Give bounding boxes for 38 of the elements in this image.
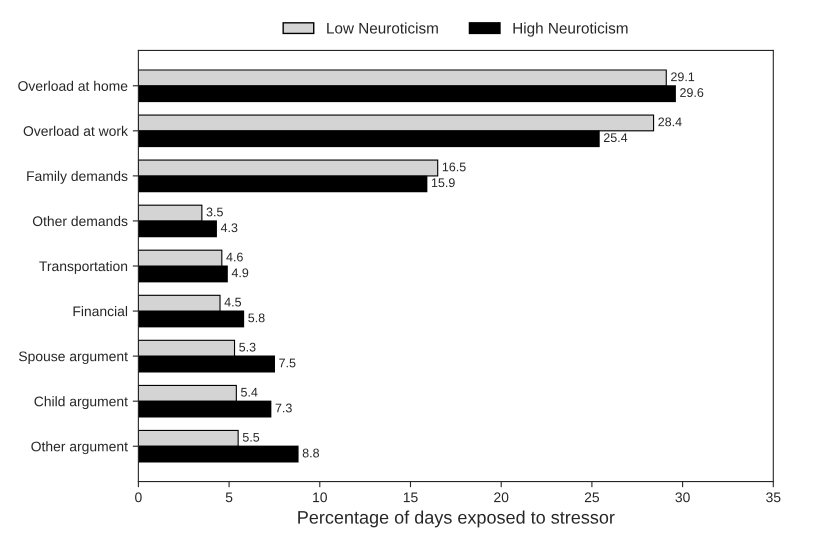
data-label: 4.3 <box>220 223 238 232</box>
x-tick-label: 35 <box>766 492 780 502</box>
y-tick-label: Child argument <box>34 396 128 410</box>
data-label: 28.4 <box>658 117 682 126</box>
y-tick-label: Financial <box>74 306 128 316</box>
data-label: 4.5 <box>224 298 242 307</box>
x-axis-title: Percentage of days exposed to stressor <box>298 510 615 528</box>
data-label: 29.6 <box>680 88 704 98</box>
data-label: 7.3 <box>276 404 292 412</box>
y-tick-label: Other argument <box>31 441 128 454</box>
y-tick-label: Spouse argument <box>18 351 128 364</box>
x-tick-label: 0 <box>135 492 142 502</box>
y-tick-label: Family demands <box>27 170 128 184</box>
data-label: 25.4 <box>604 133 628 142</box>
data-label: 3.5 <box>206 208 223 216</box>
x-tick-label: 15 <box>404 492 418 502</box>
data-label: 4.6 <box>226 252 243 262</box>
legend-label: Low Neuroticism <box>327 22 438 34</box>
x-tick-label: 25 <box>584 492 600 502</box>
data-label: 4.9 <box>232 268 248 278</box>
x-tick-label: 20 <box>494 492 508 502</box>
y-tick-label: Other demands <box>32 216 128 226</box>
y-tick-label: Overload at home <box>18 80 128 91</box>
data-label: 5.5 <box>242 432 260 442</box>
data-label: 7.5 <box>279 358 296 368</box>
data-label: 16.5 <box>442 162 466 172</box>
y-tick-label: Transportation <box>39 260 128 274</box>
data-label: 8.8 <box>302 448 320 458</box>
x-tick-label: 5 <box>226 492 232 502</box>
legend-label: High Neuroticism <box>513 22 628 37</box>
data-label: 15.9 <box>432 178 455 188</box>
x-tick-label: 10 <box>313 492 327 502</box>
y-tick-label: Overload at work <box>24 126 128 136</box>
data-label: 29.1 <box>671 72 694 82</box>
x-tick-label: 30 <box>675 492 690 502</box>
data-label: 5.4 <box>241 388 258 397</box>
data-label: 5.3 <box>239 342 256 352</box>
data-label: 5.8 <box>248 313 265 322</box>
